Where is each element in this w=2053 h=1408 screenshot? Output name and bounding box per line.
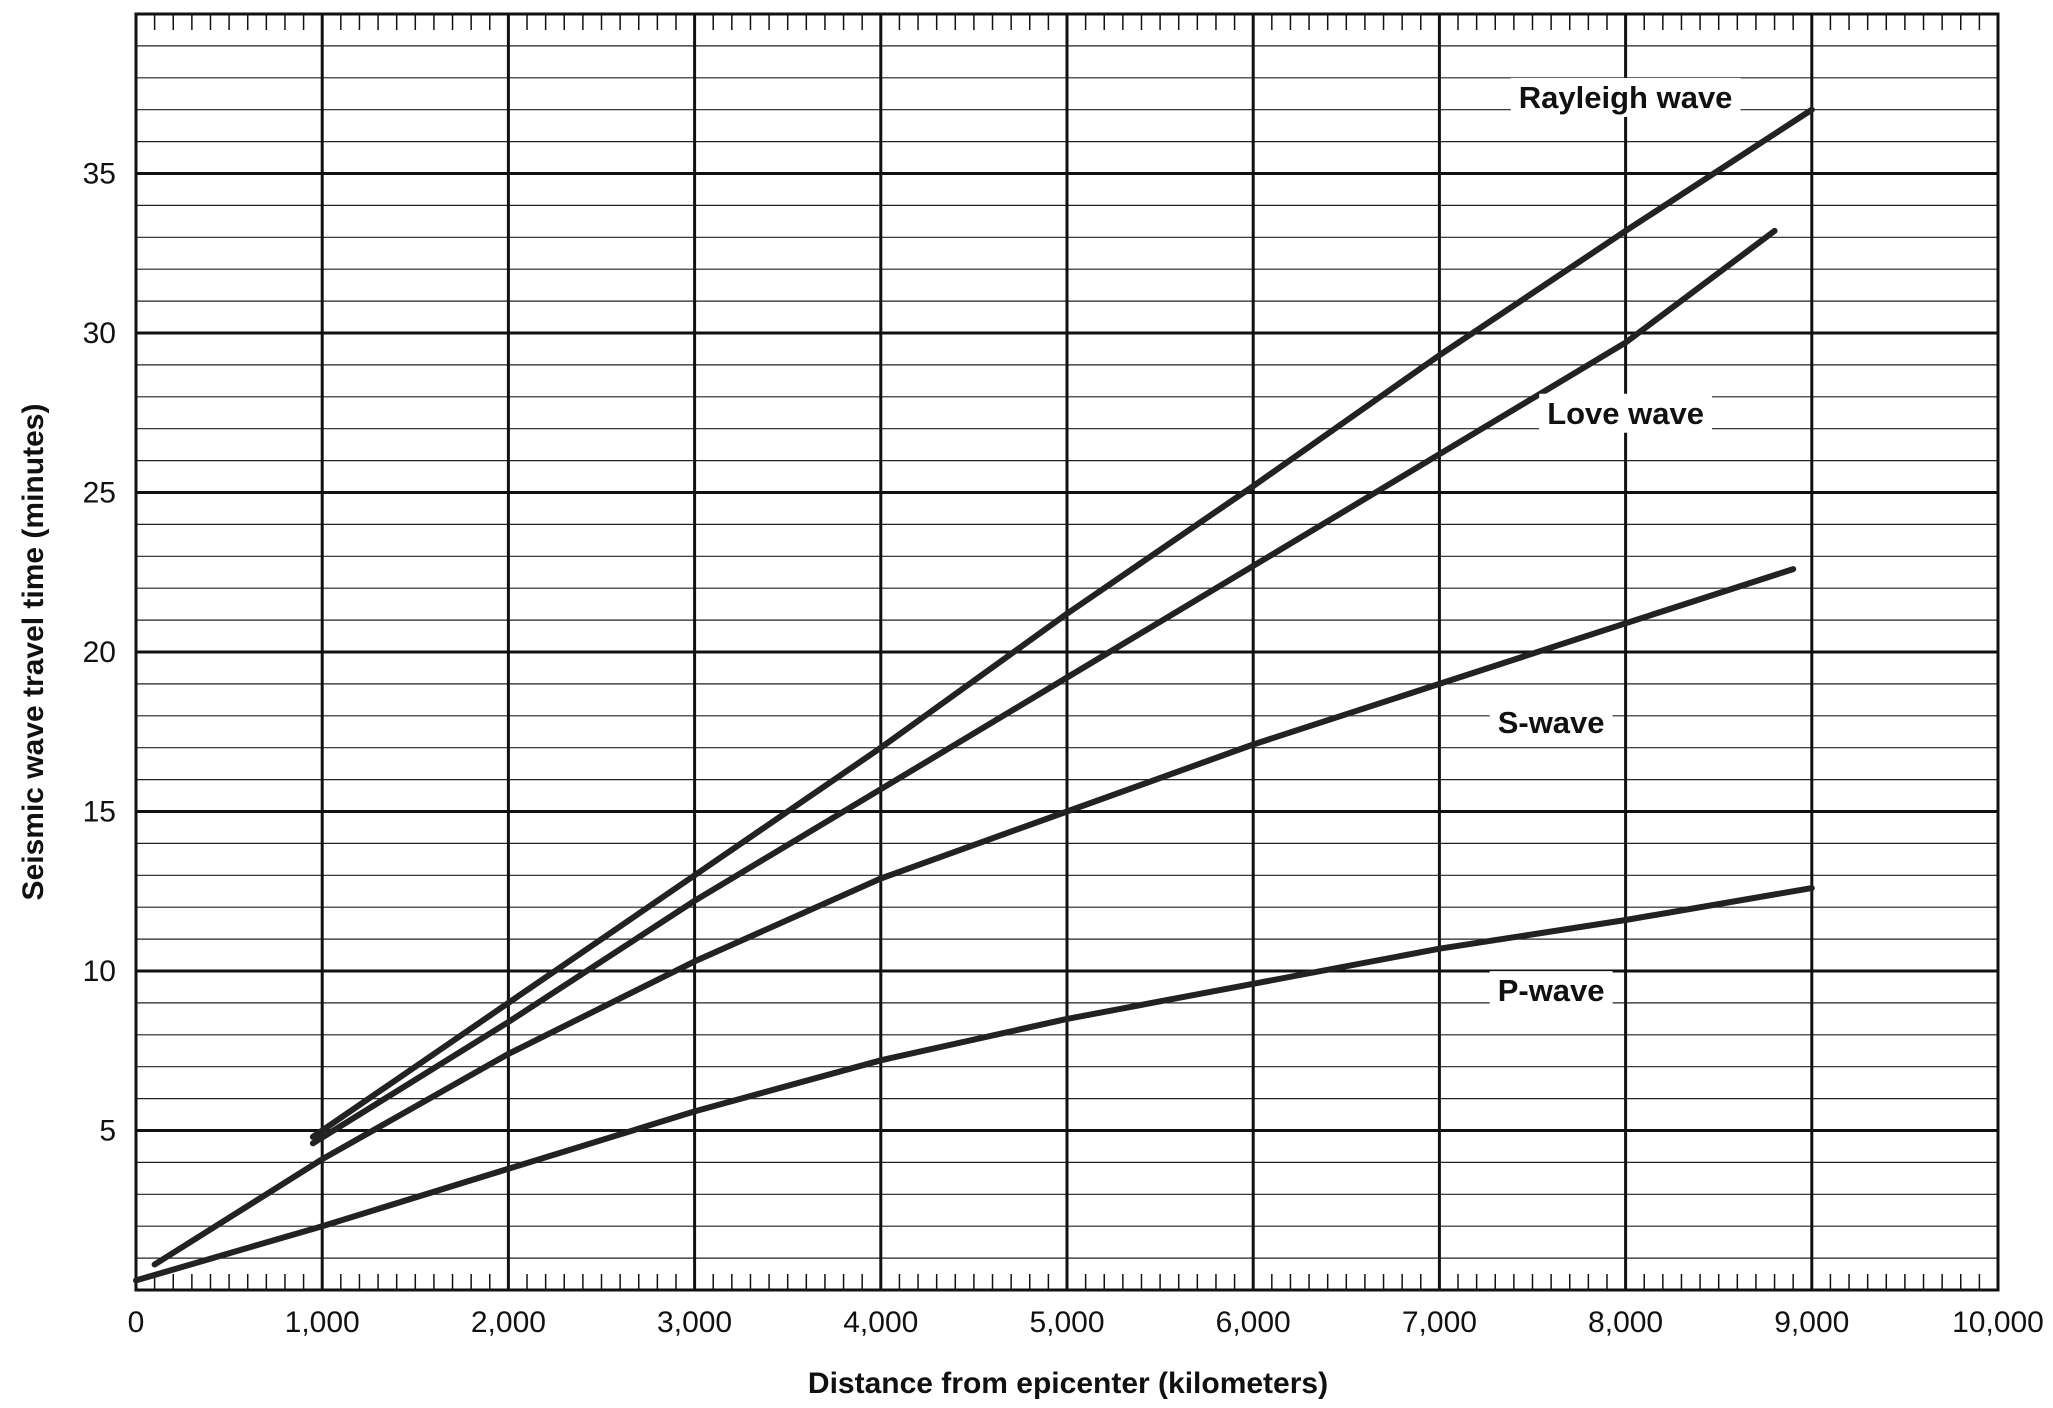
rayleigh-wave-line [309,106,1815,1140]
x-axis-title: Distance from epicenter (kilometers) [808,1367,1328,1400]
x-tick-label: 2,000 [471,1306,546,1339]
love-wave-label: Love wave [1547,396,1704,431]
p-wave-label: P-wave [1498,973,1605,1008]
rayleigh-wave-label: Rayleigh wave [1519,80,1733,115]
p-wave-label-background [1489,971,1613,1011]
love-wave-line [309,227,1778,1147]
bottom-edge-minor-ticks [153,1274,1981,1290]
rayleigh-wave-label-background [1510,77,1741,117]
y-tick-label: 20 [83,636,116,669]
x-tick-label: 9,000 [1774,1306,1849,1339]
love-wave-label-background [1539,393,1713,433]
x-tick-label: 6,000 [1216,1306,1291,1339]
s-wave-label: S-wave [1498,705,1605,740]
x-tick-label: 10,000 [1952,1306,2044,1339]
series-lines [133,106,1815,1284]
plot-frame [134,12,2000,1292]
major-gridlines [136,14,1998,1290]
x-tick-label: 4,000 [843,1306,918,1339]
s-wave-label-background [1489,703,1613,743]
x-tick-label: 5,000 [1029,1306,1104,1339]
x-axis-tick-labels: 0 1,000 2,000 3,000 4,000 5,000 6,000 7,000 8,00… [128,1306,2044,1339]
x-tick-label: 3,000 [657,1306,732,1339]
y-tick-label: 5 [99,1115,116,1148]
series-labels: Rayleigh wave Love wave S-wave P-wave [1489,77,1741,1011]
x-tick-label: 1,000 [285,1306,360,1339]
s-wave-line [151,566,1797,1268]
top-edge-minor-ticks [153,14,1981,30]
y-tick-label: 15 [83,796,116,829]
y-tick-label: 35 [83,158,116,191]
y-axis-tick-labels: 5 10 15 20 25 30 35 [83,158,116,1148]
y-tick-label: 30 [83,317,116,350]
y-tick-label: 25 [83,477,116,510]
x-tick-label: 7,000 [1402,1306,1477,1339]
x-tick-label: 8,000 [1588,1306,1663,1339]
x-tick-label: 0 [128,1306,145,1339]
p-wave-line [133,885,1815,1284]
y-axis-title: Seismic wave travel time (minutes) [17,404,50,901]
y-tick-label: 10 [83,955,116,988]
